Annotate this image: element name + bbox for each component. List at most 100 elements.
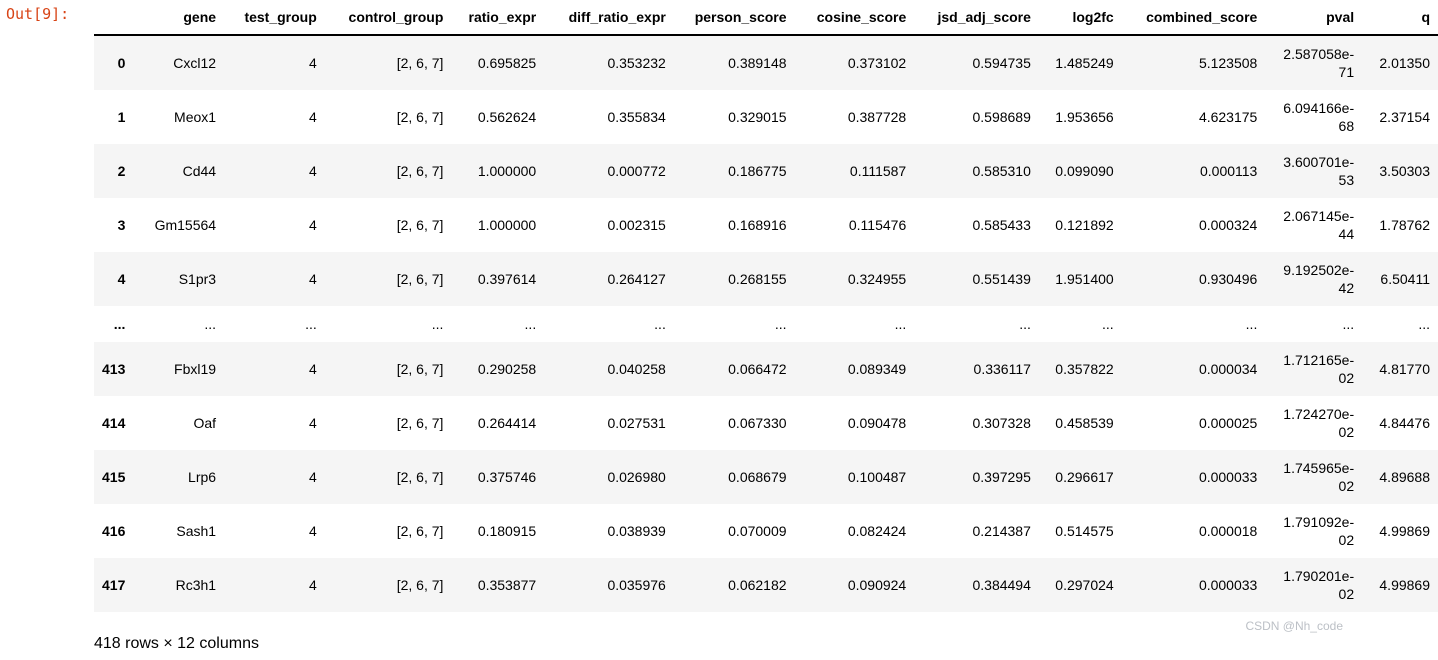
cell-person_score: 0.329015 (728, 109, 787, 125)
cell-log2fc: 1.485249 (1055, 55, 1114, 71)
cell-cosine_score: 0.089349 (847, 361, 907, 377)
cell-gene: Meox1 (174, 109, 217, 125)
cell-log2fc: 0.514575 (1055, 523, 1114, 539)
cell-q: 2.37154 (1379, 109, 1430, 125)
cell-gene: Cd44 (182, 163, 217, 179)
cell-combined_score: 4.623175 (1198, 109, 1258, 125)
row-index: 0 (117, 55, 126, 71)
table-row: 413 Fbxl19 4 [2, 6, 7] 0.290258 0.040258 0.066… (94, 342, 1438, 396)
cell-cosine_score: 0.111587 (849, 163, 907, 179)
dataframe-table: gene test_group control_group ratio_expr dif… (94, 0, 1438, 612)
dataframe-output: gene test_group control_group ratio_expr dif… (94, 0, 1438, 612)
cell-person_score: 0.268155 (728, 271, 787, 287)
cell-diff_ratio_expr: ... (654, 316, 666, 332)
cell-control_group: [2, 6, 7] (396, 55, 444, 71)
cell-q: ... (1418, 316, 1430, 332)
cell-test_group: 4 (308, 271, 317, 287)
cell-test_group: 4 (308, 361, 317, 377)
cell-jsd_adj_score: 0.551439 (972, 271, 1031, 287)
cell-pval: 1.712165e- 02 (1283, 352, 1355, 386)
cell-diff_ratio_expr: 0.035976 (607, 577, 666, 593)
cell-cosine_score: 0.115476 (848, 217, 907, 233)
cell-control_group: [2, 6, 7] (396, 217, 444, 233)
cell-cosine_score: 0.387728 (847, 109, 907, 125)
cell-combined_score: 0.000018 (1198, 523, 1258, 539)
column-header-log2fc: log2fc (1038, 0, 1122, 36)
cell-gene: Lrp6 (188, 469, 217, 485)
table-row: 0 Cxcl12 4 [2, 6, 7] 0.695825 0.353232 0.38914… (94, 35, 1438, 90)
row-index: 413 (102, 361, 126, 377)
cell-control_group: [2, 6, 7] (396, 361, 444, 377)
table-row: 417 Rc3h1 4 [2, 6, 7] 0.353877 0.035976 0.0621… (94, 558, 1438, 612)
row-index: 4 (117, 271, 126, 287)
cell-pval: ... (1342, 316, 1355, 332)
row-index: 1 (117, 109, 126, 125)
cell-ratio_expr: 0.180915 (477, 523, 537, 539)
cell-test_group: 4 (308, 415, 317, 431)
column-header-person_score: person_score (673, 0, 795, 36)
cell-q: 4.84476 (1379, 415, 1430, 431)
cell-q: 2.01350 (1379, 55, 1430, 71)
cell-test_group: 4 (308, 469, 317, 485)
cell-log2fc: 1.951400 (1055, 271, 1114, 287)
cell-cosine_score: 0.373102 (847, 55, 907, 71)
cell-q: 4.89688 (1379, 469, 1430, 485)
cell-combined_score: ... (1245, 316, 1258, 332)
cell-log2fc: 0.297024 (1055, 577, 1114, 593)
cell-test_group: 4 (308, 217, 317, 233)
cell-ratio_expr: 0.397614 (477, 271, 537, 287)
cell-pval: 2.067145e- 44 (1283, 208, 1355, 242)
cell-gene: Fbxl19 (174, 361, 217, 377)
cell-combined_score: 0.000025 (1198, 415, 1258, 431)
cell-ratio_expr: 0.353877 (477, 577, 537, 593)
cell-log2fc: 1.953656 (1055, 109, 1114, 125)
cell-jsd_adj_score: 0.594735 (972, 55, 1031, 71)
cell-diff_ratio_expr: 0.040258 (607, 361, 666, 377)
table-row: 1 Meox1 4 [2, 6, 7] 0.562624 0.355834 0.329015… (94, 90, 1438, 144)
cell-pval: 1.745965e- 02 (1283, 460, 1355, 494)
cell-jsd_adj_score: 0.384494 (972, 577, 1031, 593)
cell-diff_ratio_expr: 0.355834 (607, 109, 666, 125)
column-header-combined_score: combined_score (1121, 0, 1266, 36)
row-index: 2 (117, 163, 126, 179)
cell-diff_ratio_expr: 0.002315 (607, 217, 666, 233)
column-header-jsd_adj_score: jsd_adj_score (914, 0, 1039, 36)
row-index: 416 (102, 523, 126, 539)
cell-control_group: ... (431, 316, 444, 332)
watermark-text: CSDN @Nh_code (1245, 619, 1343, 633)
cell-ratio_expr: 0.562624 (477, 109, 537, 125)
cell-jsd_adj_score: 0.397295 (972, 469, 1031, 485)
cell-ratio_expr: ... (524, 316, 537, 332)
cell-combined_score: 0.000033 (1198, 469, 1258, 485)
cell-q: 3.50303 (1379, 163, 1430, 179)
cell-person_score: 0.062182 (728, 577, 787, 593)
cell-person_score: 0.066472 (728, 361, 787, 377)
cell-test_group: 4 (308, 577, 317, 593)
cell-diff_ratio_expr: 0.353232 (607, 55, 666, 71)
cell-ratio_expr: 1.000000 (477, 163, 537, 179)
cell-log2fc: ... (1102, 316, 1114, 332)
cell-control_group: [2, 6, 7] (396, 523, 444, 539)
table-row: 4 S1pr3 4 [2, 6, 7] 0.397614 0.264127 0.268155… (94, 252, 1438, 306)
cell-control_group: [2, 6, 7] (396, 163, 444, 179)
cell-cosine_score: 0.324955 (847, 271, 907, 287)
row-index: 415 (102, 469, 126, 485)
cell-person_score: 0.389148 (728, 55, 787, 71)
cell-person_score: 0.068679 (728, 469, 787, 485)
output-prompt: Out[9]: (6, 5, 70, 23)
table-row: ....................................... (94, 306, 1438, 342)
cell-test_group: 4 (308, 55, 317, 71)
cell-pval: 6.094166e- 68 (1283, 100, 1355, 134)
cell-gene: Oaf (193, 415, 217, 431)
cell-person_score: 0.168916 (728, 217, 787, 233)
column-header-ratio_expr: ratio_expr (451, 0, 545, 36)
cell-jsd_adj_score: 0.307328 (972, 415, 1031, 431)
cell-q: 4.99869 (1379, 523, 1430, 539)
column-header-gene: gene (133, 0, 225, 36)
cell-cosine_score: ... (894, 316, 907, 332)
cell-combined_score: 0.930496 (1198, 271, 1258, 287)
cell-ratio_expr: 0.695825 (477, 55, 537, 71)
cell-pval: 9.192502e- 42 (1283, 262, 1355, 296)
cell-diff_ratio_expr: 0.000772 (607, 163, 666, 179)
cell-diff_ratio_expr: 0.026980 (607, 469, 666, 485)
